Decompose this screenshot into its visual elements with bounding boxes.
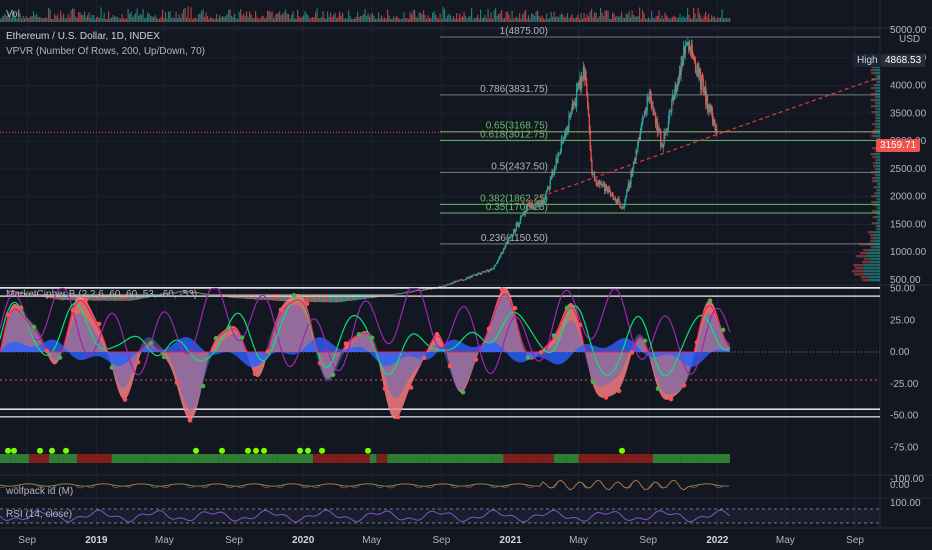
fibonacci-level-label: 0.382(1862.25) bbox=[480, 193, 548, 204]
price-tick-label: 3500.00 bbox=[890, 108, 927, 119]
wolfpack-indicator-label[interactable]: wolfpack id (M) bbox=[6, 486, 74, 497]
candlesticks bbox=[9, 37, 718, 303]
fibonacci-level-label: 0.35(1706.25) bbox=[486, 202, 548, 213]
time-tick-label: Sep bbox=[846, 535, 864, 546]
mcb-purple-line bbox=[0, 287, 731, 376]
last-price-tag: 3159.71 bbox=[876, 139, 921, 152]
fibonacci-level-label: 0.618(3012.75) bbox=[480, 129, 548, 140]
mcb-tick-label: 0.00 bbox=[890, 347, 910, 358]
mcb-trend-bar bbox=[0, 454, 730, 463]
volume-label: Vol bbox=[6, 9, 20, 20]
mcb-tick-label: 50.00 bbox=[890, 284, 915, 295]
time-tick-label: May bbox=[155, 535, 174, 546]
mcb-signal-dots bbox=[5, 287, 726, 454]
price-tick-label: 5000.00 bbox=[890, 25, 927, 36]
fibonacci-level-label: 0.65(3168.75) bbox=[486, 121, 548, 132]
price-tick-label: 2500.00 bbox=[890, 164, 927, 175]
price-tick-label: 2000.00 bbox=[890, 192, 927, 203]
wolfpack-signal-line bbox=[0, 479, 730, 491]
price-tick-label: 1500.00 bbox=[890, 219, 927, 230]
trendline bbox=[521, 76, 881, 204]
marketcipher-indicator-label[interactable]: MarketCipher B (2,2,6, 60, 60, 53, -60, … bbox=[6, 289, 198, 300]
volume-bars bbox=[0, 6, 731, 23]
fibonacci-level-label: 0.786(3831.75) bbox=[480, 84, 548, 95]
time-tick-label: 2022 bbox=[706, 535, 729, 546]
mcb-tick-label: -25.00 bbox=[890, 379, 919, 390]
time-tick-label: Sep bbox=[18, 535, 36, 546]
time-tick-label: 2020 bbox=[292, 535, 315, 546]
vpvr-indicator-label[interactable]: VPVR (Number Of Rows, 200, Up/Down, 70) bbox=[6, 46, 205, 57]
fibonacci-level-label: 0.5(2437.50) bbox=[491, 161, 548, 172]
rsi-tick-label: 100.00 bbox=[890, 498, 921, 509]
time-tick-label: 2019 bbox=[85, 535, 108, 546]
time-tick-label: May bbox=[362, 535, 381, 546]
time-tick-label: Sep bbox=[639, 535, 657, 546]
currency-label: USD bbox=[899, 34, 921, 45]
time-tick-label: Sep bbox=[433, 535, 451, 546]
mcb-moneyflow-area bbox=[0, 337, 730, 368]
mcb-red-line bbox=[0, 293, 731, 353]
symbol-title[interactable]: Ethereum / U.S. Dollar, 1D, INDEX bbox=[6, 31, 160, 42]
mcb-tick-label: -100.00 bbox=[890, 474, 924, 485]
mcb-tick-label: -75.00 bbox=[890, 442, 919, 453]
volume-profile bbox=[851, 60, 880, 282]
time-tick-label: 2021 bbox=[499, 535, 522, 546]
fibonacci-level-label: 0.236(1150.50) bbox=[481, 233, 548, 244]
high-tag-value: 4868.53 bbox=[881, 54, 926, 67]
wolfpack-line bbox=[0, 479, 730, 491]
high-tag-label: High bbox=[853, 54, 882, 67]
wolfpack-tick-label: 0.00 bbox=[890, 480, 910, 491]
mcb-tick-label: 25.00 bbox=[890, 315, 915, 326]
rsi-line bbox=[0, 509, 731, 523]
mcb-green-line bbox=[0, 297, 731, 377]
time-tick-label: Sep bbox=[225, 535, 243, 546]
time-tick-label: May bbox=[776, 535, 795, 546]
mcb-tick-label: -50.00 bbox=[890, 411, 919, 422]
price-tick-label: 4000.00 bbox=[890, 81, 927, 92]
price-tick-label: 500.00 bbox=[890, 275, 921, 286]
fibonacci-level-label: 1(4875.00) bbox=[500, 26, 548, 37]
time-tick-label: May bbox=[569, 535, 588, 546]
price-tick-label: 1000.00 bbox=[890, 247, 927, 258]
rsi-indicator-label[interactable]: RSI (14, close) bbox=[6, 509, 73, 520]
